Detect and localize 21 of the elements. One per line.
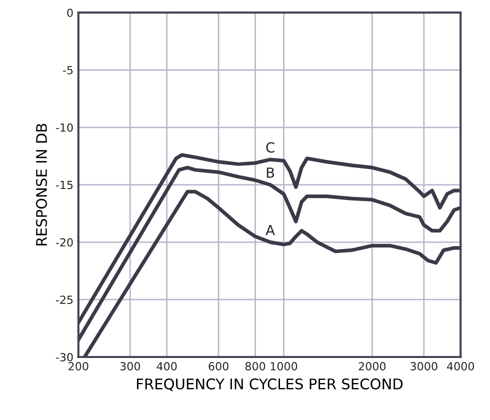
series-label: B: [266, 168, 274, 178]
x-tick-label: 1000: [270, 362, 298, 370]
x-tick-label: 3000: [410, 362, 438, 370]
x-tick-label: 600: [208, 362, 228, 370]
y-tick-label: -30: [56, 352, 73, 362]
x-tick-label: 200: [68, 362, 88, 370]
y-tick-label: 0: [67, 8, 73, 17]
y-tick-label: -20: [56, 238, 73, 247]
y-tick-label: -15: [56, 180, 73, 190]
y-axis-title: RESPONSE IN DB: [36, 124, 48, 246]
y-tick-label: -5: [63, 66, 73, 74]
x-tick-label: 400: [156, 362, 177, 370]
series-label: C: [266, 142, 274, 153]
x-tick-label: 2000: [358, 362, 386, 370]
x-tick-label: 800: [245, 362, 266, 370]
series-label: A: [266, 225, 275, 236]
x-tick-label: 4000: [447, 362, 474, 370]
x-axis-title: FREQUENCY IN CYCLES PER SECOND: [137, 378, 403, 392]
y-tick-label: -10: [56, 123, 73, 132]
y-tick-label: -25: [56, 296, 73, 304]
x-tick-label: 300: [120, 362, 140, 370]
